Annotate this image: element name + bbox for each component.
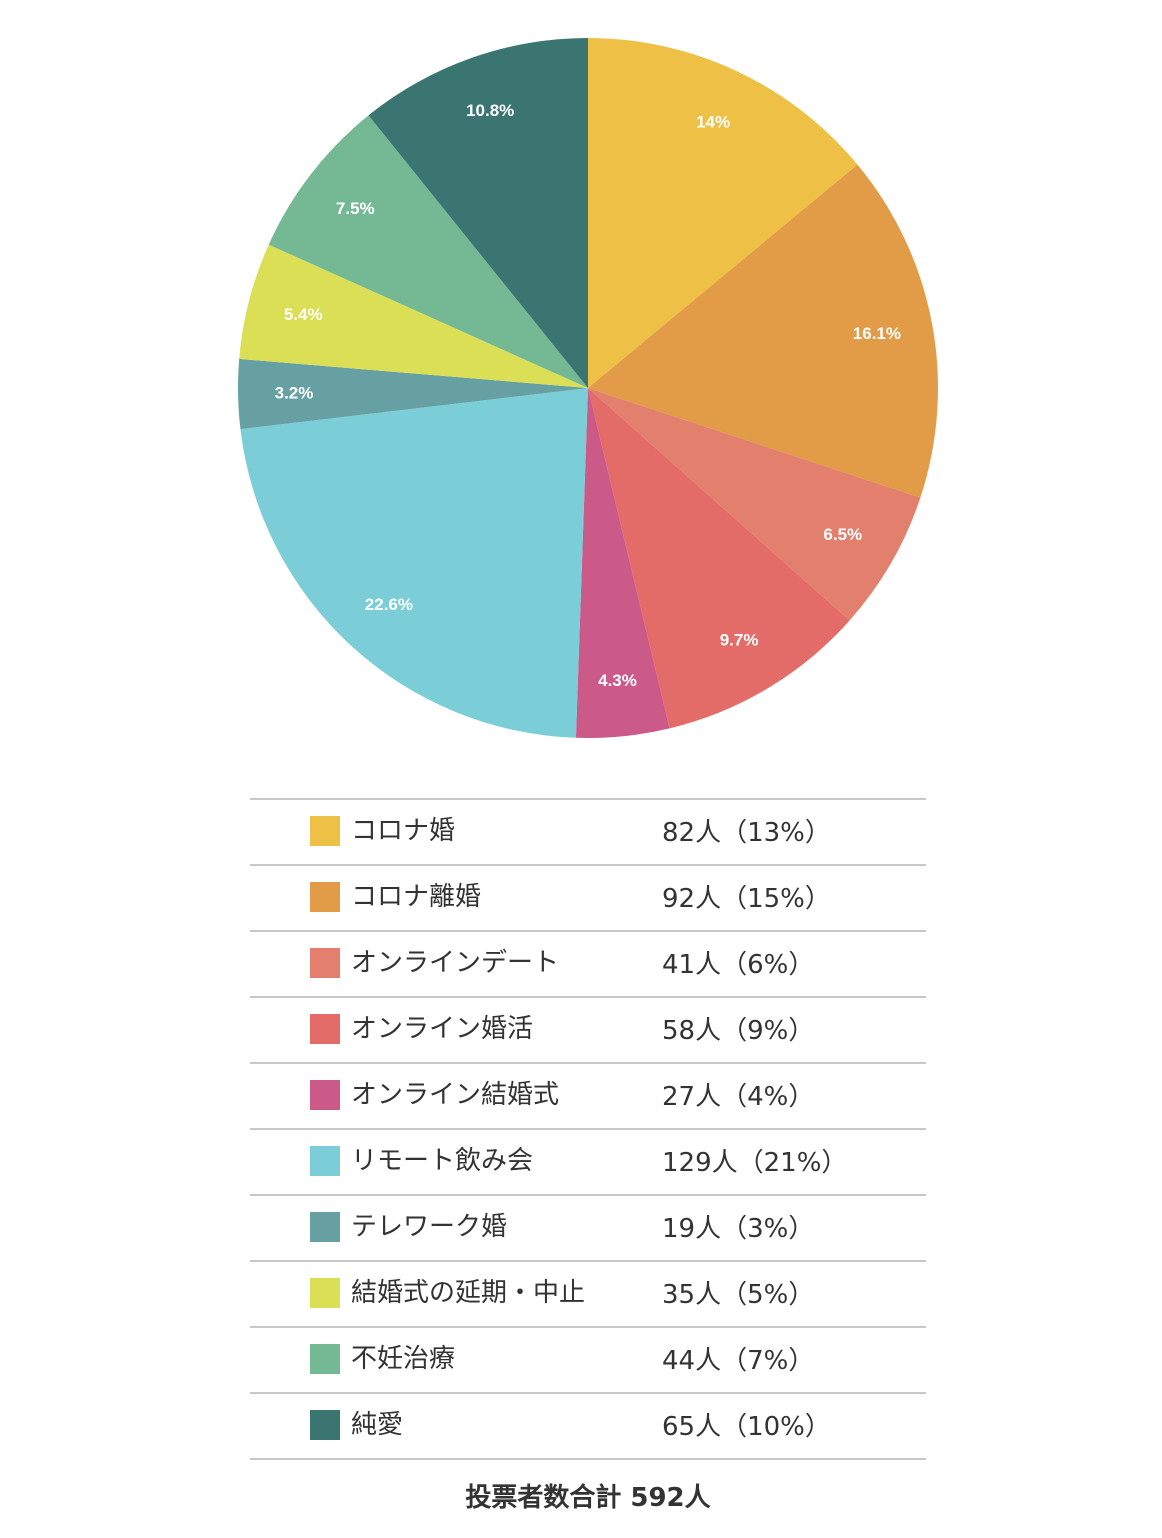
pie-chart: 14% 16.1% 6.5% 9.7% 4.3% 22.6% 3.2% 5.4% 7.5% 10.… [237,38,938,738]
legend-row: コロナ婚 82人（13%） [250,800,926,866]
legend-label: オンライン婚活 [351,1014,534,1044]
legend-value: 82人（13%） [662,818,831,848]
legend-row: 不妊治療 44人（7%） [250,1328,926,1394]
pie-slice [588,388,921,621]
legend-value: 27人（4%） [662,1082,815,1112]
legend-swatch [310,1278,340,1308]
legend-row: リモート飲み会 129人（21%） [250,1130,926,1196]
legend-label: 不妊治療 [351,1344,456,1374]
legend-swatch [310,816,340,846]
legend-swatch [310,1212,340,1242]
legend-label: 結婚式の延期・中止 [351,1278,586,1308]
legend-value: 129人（21%） [662,1148,848,1178]
slice-percent-label: 22.6% [365,595,413,614]
legend-swatch [310,1080,340,1110]
legend-label: リモート飲み会 [351,1146,534,1176]
legend-swatch [310,882,340,912]
legend-row: オンライン結婚式 27人（4%） [250,1064,926,1130]
pie-slice [588,388,850,729]
pie-slice [239,244,588,388]
legend-value: 35人（5%） [662,1280,815,1310]
legend-table: コロナ婚 82人（13%） コロナ離婚 92人（15%） オンラインデート 41人（6%）… [250,798,926,1460]
slice-percent-label: 5.4% [284,305,323,324]
slice-percent-label: 16.1% [853,324,901,343]
legend-row: オンラインデート 41人（6%） [250,932,926,998]
legend-label: オンライン結婚式 [351,1080,560,1110]
legend-value: 65人（10%） [662,1412,831,1442]
pie-slice [575,388,670,738]
slice-percent-label: 6.5% [823,525,862,544]
legend-label: コロナ離婚 [351,882,482,912]
pie-slice [237,358,589,430]
legend-row: オンライン婚活 58人（9%） [250,998,926,1064]
pie-slice [368,38,588,388]
legend-row: 結婚式の延期・中止 35人（5%） [250,1262,926,1328]
pie-slice [240,388,589,738]
legend-swatch [310,1014,340,1044]
legend-value: 19人（3%） [662,1214,815,1244]
slice-percent-label: 7.5% [336,199,375,218]
legend-swatch [310,948,340,978]
slice-percent-label: 10.8% [466,101,514,120]
pie-slice [588,38,858,388]
legend-row: 純愛 65人（10%） [250,1394,926,1460]
slice-percent-label: 3.2% [275,384,314,403]
legend-label: オンラインデート [351,948,560,978]
legend-row: コロナ離婚 92人（15%） [250,866,926,932]
legend-swatch [310,1146,340,1176]
legend-label: テレワーク婚 [351,1212,508,1242]
legend-swatch [310,1344,340,1374]
slice-percent-label: 4.3% [598,671,637,690]
pie-slice [268,115,588,388]
legend-value: 92人（15%） [662,884,831,914]
slice-percent-label: 9.7% [720,631,759,650]
legend-value: 44人（7%） [662,1346,815,1376]
legend-label: 純愛 [351,1410,404,1440]
legend-value: 58人（9%） [662,1016,815,1046]
legend-row: テレワーク婚 19人（3%） [250,1196,926,1262]
legend-value: 41人（6%） [662,950,815,980]
legend-swatch [310,1410,340,1440]
pie-slice [588,164,938,498]
total-voters: 投票者数合計 592人 [465,1483,711,1513]
legend-label: コロナ婚 [351,816,456,846]
slice-percent-label: 14% [696,112,730,131]
